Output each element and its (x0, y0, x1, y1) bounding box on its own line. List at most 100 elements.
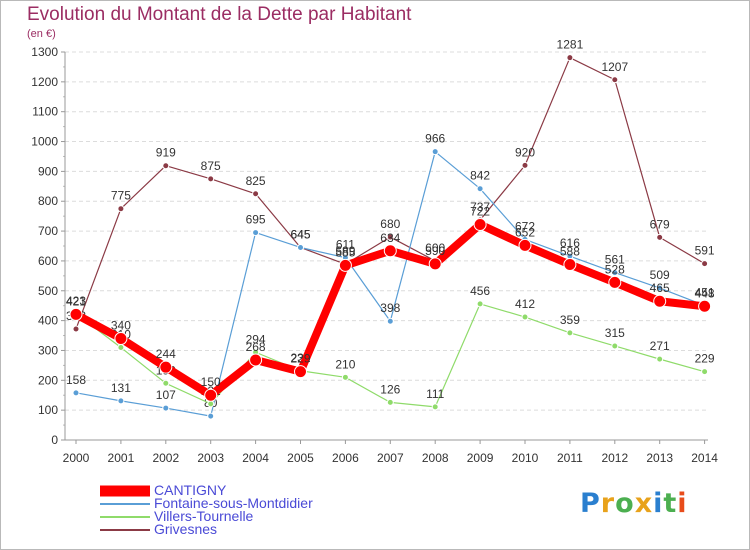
data-point (159, 360, 173, 374)
data-label: 210 (335, 357, 355, 371)
data-point (162, 162, 170, 170)
data-label: 268 (246, 340, 266, 354)
data-label: 111 (426, 387, 445, 401)
x-tick-label: 2001 (108, 451, 135, 465)
data-point (162, 404, 170, 412)
data-label: 920 (515, 145, 535, 159)
legend-label: Fontaine-sous-Montdidier (154, 495, 313, 511)
data-point (656, 233, 664, 241)
data-point (518, 238, 532, 252)
unit-label: (en €) (27, 28, 56, 40)
data-point (656, 355, 664, 363)
x-tick-label: 2000 (63, 451, 90, 465)
data-label: 229 (695, 352, 715, 366)
y-tick-label: 500 (38, 284, 58, 298)
logo-letter: x (634, 488, 654, 519)
x-tick-label: 2012 (601, 451, 628, 465)
data-label: 1281 (557, 38, 584, 52)
data-label: 588 (560, 245, 580, 259)
series-grivesnes: 3727759198758256455896806007379201281120… (66, 38, 715, 333)
data-label: 875 (201, 159, 221, 173)
data-label: 561 (605, 253, 625, 267)
data-point (204, 388, 218, 402)
y-tick-label: 700 (38, 224, 58, 238)
data-point (611, 269, 619, 277)
data-label: 340 (111, 319, 131, 333)
data-point (386, 233, 394, 241)
data-label: 465 (650, 281, 670, 295)
y-tick-label: 1000 (31, 135, 58, 149)
proxiti-logo: Proxiti (580, 488, 688, 519)
data-point (162, 379, 170, 387)
data-point (566, 54, 574, 62)
data-label: 680 (380, 217, 400, 231)
data-label: 315 (605, 326, 625, 340)
data-point (117, 397, 125, 405)
logo-letter: t (663, 488, 678, 519)
data-label: 509 (650, 268, 670, 282)
data-label: 842 (470, 169, 490, 183)
data-label: 695 (246, 213, 266, 227)
data-label: 528 (605, 262, 625, 276)
data-label: 294 (246, 332, 266, 346)
y-tick-label: 1200 (31, 75, 58, 89)
data-label: 672 (515, 219, 535, 233)
y-tick-label: 200 (38, 373, 58, 387)
data-point (383, 244, 397, 258)
data-label: 589 (335, 244, 355, 258)
data-label: 359 (560, 313, 580, 327)
x-tick-label: 2011 (557, 451, 583, 465)
data-point (249, 353, 263, 367)
y-tick-label: 1100 (32, 105, 58, 119)
logo-letter: P (580, 488, 601, 519)
legend-swatch (100, 515, 150, 518)
y-tick-label: 300 (38, 343, 58, 357)
legend-label: CANTIGNY (154, 482, 227, 498)
x-tick-label: 2003 (197, 451, 224, 465)
data-label: 679 (650, 217, 670, 231)
data-point (431, 403, 439, 411)
data-point (476, 185, 484, 193)
data-point (252, 190, 260, 198)
x-tick-label: 2005 (287, 451, 314, 465)
y-tick-label: 0 (51, 433, 58, 447)
legend-label: Villers-Tournelle (154, 508, 254, 524)
data-label: 421 (66, 294, 86, 308)
x-tick-label: 2004 (242, 451, 269, 465)
data-point (656, 284, 664, 292)
legend-swatch (100, 528, 150, 531)
data-point (563, 258, 577, 272)
y-tick-label: 900 (38, 164, 58, 178)
data-point (297, 243, 304, 251)
data-point (207, 175, 215, 183)
data-point (428, 257, 442, 271)
data-label: 229 (290, 352, 310, 366)
data-label: 150 (201, 375, 221, 389)
data-label: 423 (66, 294, 86, 308)
data-point (611, 342, 619, 350)
data-point (207, 412, 215, 420)
data-label: 107 (156, 388, 176, 402)
data-point (476, 300, 484, 308)
logo-letter: r (600, 488, 616, 519)
data-point (431, 148, 439, 156)
data-label: 585 (335, 245, 355, 259)
y-tick-label: 100 (38, 403, 58, 417)
logo-letter: i (653, 488, 664, 519)
data-label: 645 (290, 227, 310, 241)
data-point (341, 373, 349, 381)
data-point (69, 307, 83, 321)
data-label: 611 (336, 238, 355, 252)
x-tick-label: 2013 (646, 451, 673, 465)
data-label: 652 (515, 225, 535, 239)
data-point (338, 258, 352, 272)
data-label: 1207 (601, 60, 628, 74)
data-label: 737 (470, 200, 490, 214)
y-tick-label: 600 (38, 254, 58, 268)
x-tick-label: 2002 (152, 451, 179, 465)
data-label: 448 (695, 286, 715, 300)
data-label: 775 (111, 189, 131, 203)
x-tick-label: 2009 (467, 451, 494, 465)
data-point (117, 343, 125, 351)
chart-title: Evolution du Montant de la Dette par Hab… (27, 4, 412, 25)
